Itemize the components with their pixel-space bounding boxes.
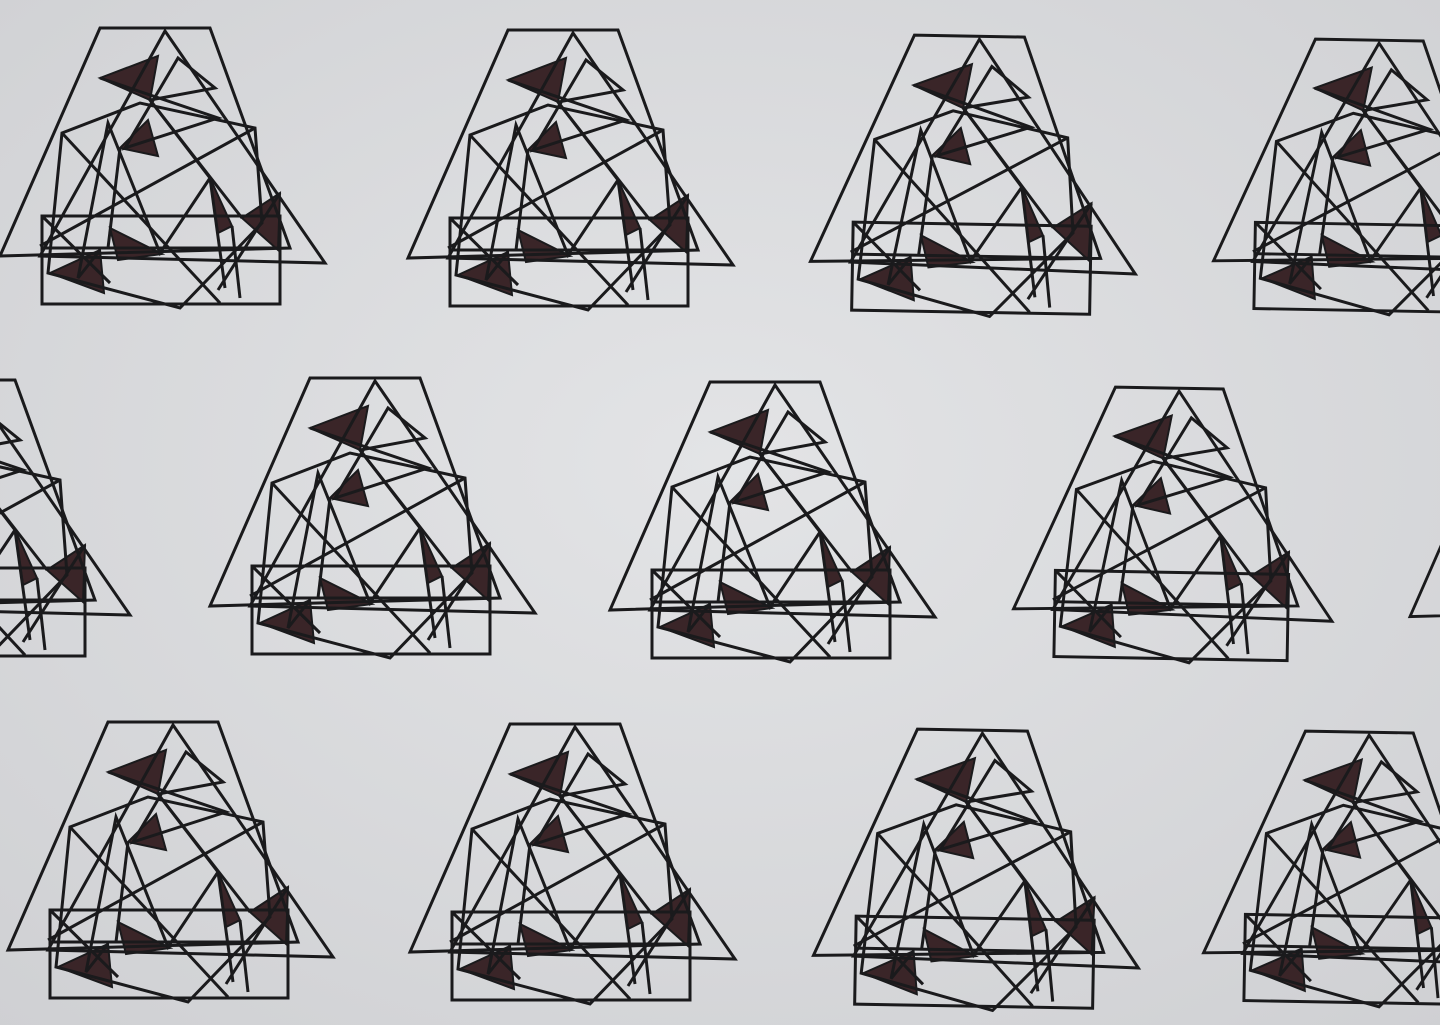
photo-canvas [0,0,1440,1025]
paper-background [0,0,1440,1025]
